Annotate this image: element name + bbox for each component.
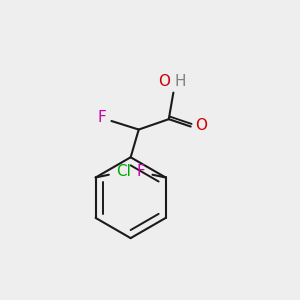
Text: H: H	[175, 74, 186, 89]
Text: F: F	[98, 110, 106, 125]
Text: O: O	[195, 118, 207, 133]
Text: O: O	[158, 74, 170, 89]
Text: Cl: Cl	[116, 164, 130, 179]
Text: F: F	[137, 164, 146, 179]
